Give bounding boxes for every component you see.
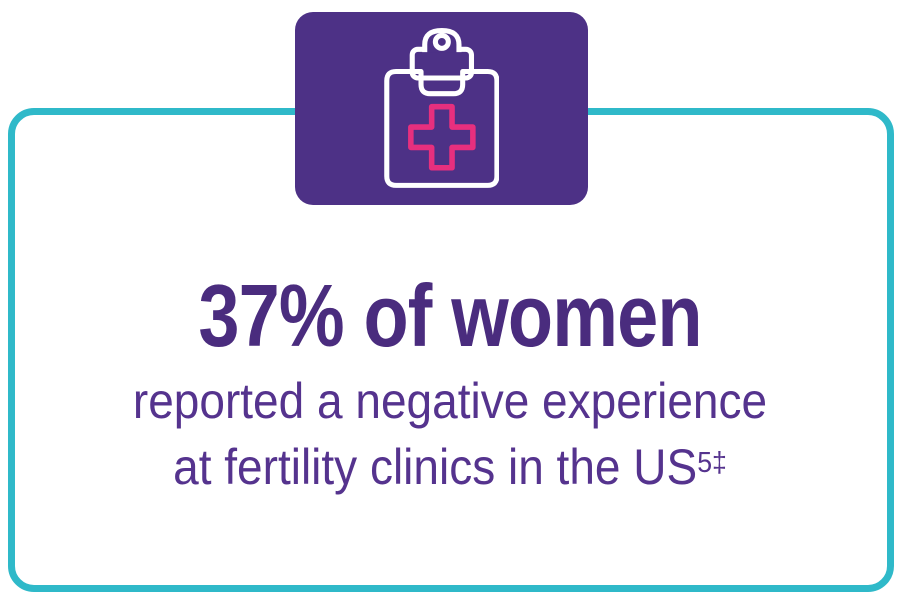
footnote-marker: 5‡ [697, 446, 727, 479]
medical-cross-icon [407, 103, 476, 171]
clipboard-badge [295, 12, 588, 205]
description-line-2: at fertility clinics in the US [173, 439, 698, 495]
clipboard-board [383, 68, 500, 188]
description-line-1: reported a negative experience [132, 373, 768, 429]
clipboard-clip-ring [432, 32, 451, 51]
medical-clipboard-icon [383, 27, 500, 188]
clipboard-clip-dome [421, 27, 462, 52]
stat-description: reported a negative experience at fertil… [36, 368, 864, 500]
stat-headline: 37% of women [198, 266, 702, 365]
